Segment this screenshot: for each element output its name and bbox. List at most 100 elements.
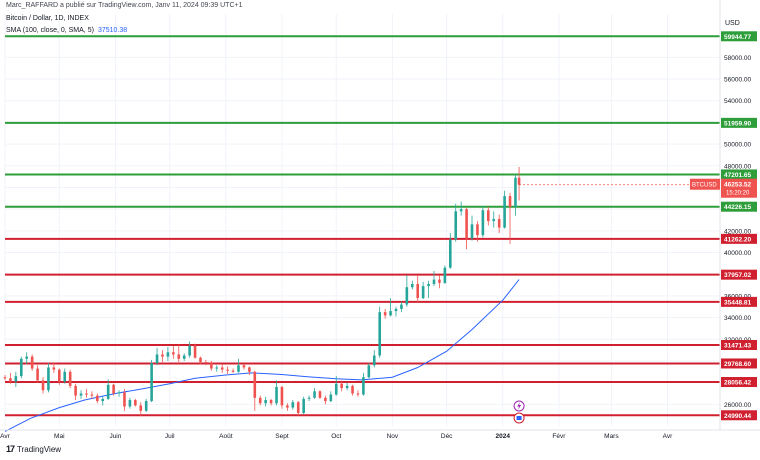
candle (193, 343, 197, 359)
candle-body (481, 210, 485, 236)
currency-label: USD (725, 20, 740, 27)
level-label-box (721, 31, 757, 42)
candle-body (416, 283, 420, 299)
candle (416, 275, 420, 303)
candle (438, 275, 441, 289)
level-label: 44226.15 (724, 204, 751, 211)
candle-body (14, 376, 18, 382)
candle (106, 379, 110, 400)
candle (356, 390, 360, 397)
time-tick-label: Févr (552, 433, 566, 440)
level-label-box (721, 410, 757, 421)
sma-legend[interactable]: SMA (100, close, 0, SMA, 5) 37510.38 (6, 27, 127, 34)
time-tick-label: Août (219, 433, 233, 440)
candle-body (280, 386, 284, 406)
candle-body (351, 385, 354, 394)
level-label-box (721, 201, 757, 212)
candle (508, 192, 512, 244)
candle-body (150, 363, 153, 402)
candle-body (182, 355, 186, 359)
price-tick-label: 26000.00 (724, 402, 751, 409)
candle (74, 383, 77, 400)
candle (497, 214, 501, 234)
sma-line (4, 279, 520, 432)
candle-body (90, 394, 94, 396)
candle (514, 174, 517, 216)
time-tick-label: Sept (275, 433, 289, 440)
candle-body (291, 402, 295, 408)
candle-body (134, 399, 137, 406)
event-markers[interactable] (513, 400, 525, 424)
candle (492, 211, 496, 228)
candle (340, 380, 343, 392)
candle-body (155, 354, 159, 364)
candle (487, 206, 490, 226)
candle (465, 208, 468, 250)
symbol-title: Bitcoin / Dollar, 1D, INDEX (6, 15, 89, 22)
candle-body (389, 311, 392, 316)
footer-brand[interactable]: 17 TradingView (6, 444, 61, 454)
candle (443, 265, 447, 284)
candle (264, 396, 267, 407)
candle-body (405, 287, 409, 305)
lightning-glyph (517, 402, 522, 410)
candle (36, 365, 39, 383)
level-label-box (721, 339, 757, 350)
candle (220, 364, 224, 373)
candle (231, 368, 235, 373)
time-axis[interactable]: Avr Mai Juin Juil Août Sept Oct Nov Déc 2024 Févr M… (0, 429, 760, 440)
candle (383, 308, 387, 319)
candle (481, 205, 485, 238)
candle-body (383, 312, 387, 316)
candle (313, 388, 316, 399)
candle (155, 347, 159, 366)
candle (52, 363, 56, 373)
candle-body (394, 308, 398, 312)
candle-body (454, 211, 458, 240)
time-tick-label: Déc (441, 433, 453, 440)
candle-body (242, 365, 246, 368)
candle-body (101, 398, 105, 402)
candle (25, 352, 29, 365)
candle (182, 353, 186, 361)
candle (258, 395, 262, 406)
candle-body (172, 352, 175, 355)
candle-body (215, 367, 219, 369)
candle-body (356, 393, 360, 395)
candle (351, 384, 354, 396)
time-tick-label: Mars (604, 433, 619, 440)
candle-body (487, 210, 490, 222)
candle (517, 166, 521, 201)
candle (372, 350, 376, 368)
level-label-box (721, 296, 757, 307)
candle (324, 395, 327, 405)
candle (242, 364, 246, 370)
candle-body (47, 367, 50, 391)
candle (470, 215, 474, 241)
published-by-text: Marc_RAFFARD a publié sur TradingView.co… (6, 2, 243, 9)
candle-body (166, 352, 170, 357)
candle-body (19, 358, 23, 377)
candle (85, 389, 88, 398)
candle (117, 390, 121, 397)
candle (19, 356, 23, 379)
current-price-box (721, 178, 757, 198)
time-tick-label: Juil (165, 433, 175, 440)
candle-body (68, 371, 72, 386)
candle-body (459, 209, 463, 212)
candle (14, 371, 18, 387)
candle-body (400, 304, 403, 309)
time-tick-label: Juin (109, 433, 121, 440)
candle (432, 270, 436, 287)
candle-body (74, 385, 77, 396)
candle-body (492, 218, 496, 222)
candle-body (161, 354, 164, 357)
candle (47, 363, 50, 393)
candle (134, 398, 137, 407)
candle (96, 393, 99, 404)
candle (166, 346, 170, 361)
price-tick-label: 50000.00 (724, 142, 751, 149)
current-price-value: 46253.52 (724, 182, 751, 189)
